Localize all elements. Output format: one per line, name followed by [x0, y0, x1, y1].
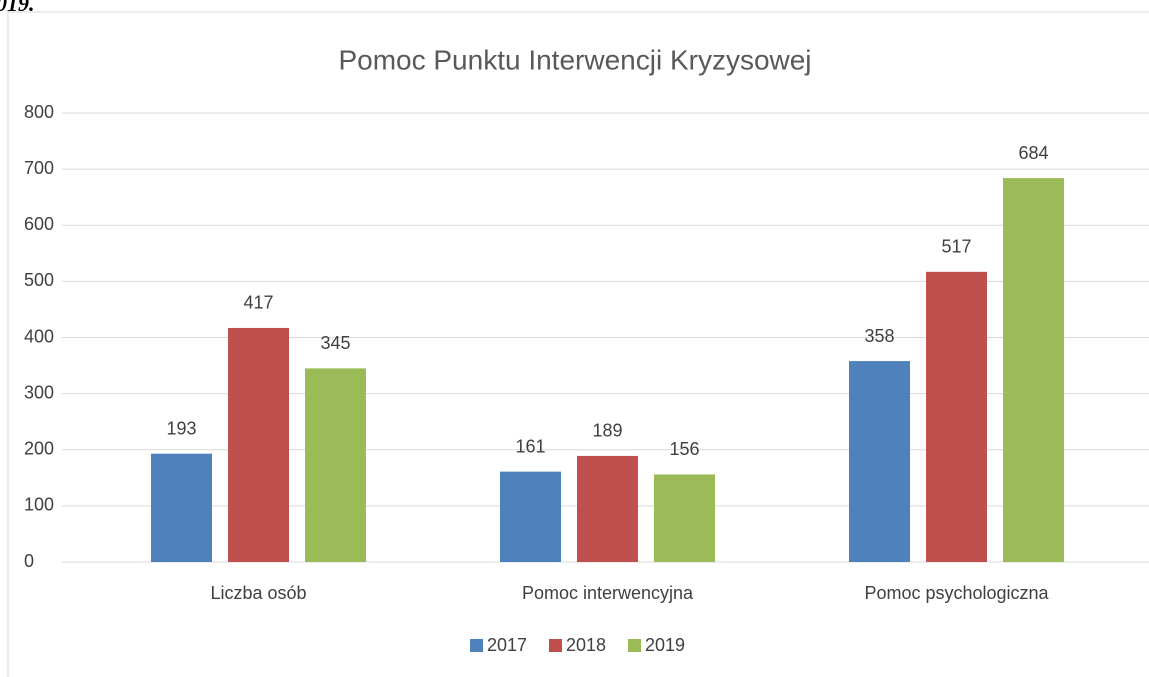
x-tick-label: Pomoc interwencyjna: [522, 583, 694, 603]
y-tick-label: 300: [24, 382, 54, 402]
data-label: 189: [592, 421, 622, 441]
data-label: 193: [166, 418, 196, 438]
y-tick-label: 700: [24, 158, 54, 178]
y-tick-label: 400: [24, 326, 54, 346]
chart-title: Pomoc Punktu Interwencji Kryzysowej: [338, 44, 811, 75]
x-tick-label: Liczba osób: [210, 583, 306, 603]
data-label: 358: [864, 326, 894, 346]
x-tick-label: Pomoc psychologiczna: [864, 583, 1049, 603]
bar: [926, 271, 987, 562]
legend-swatch: [628, 639, 641, 652]
bar: [1003, 178, 1064, 563]
data-label: 161: [515, 436, 545, 456]
y-tick-label: 0: [24, 551, 34, 571]
legend-swatch: [470, 639, 483, 652]
caption-fragment: 019.: [0, 0, 35, 16]
data-label: 517: [941, 237, 971, 257]
bar: [500, 471, 561, 562]
bar: [577, 455, 638, 562]
y-tick-label: 500: [24, 270, 54, 290]
y-tick-label: 800: [24, 102, 54, 122]
bar: [305, 368, 366, 562]
data-label: 684: [1018, 143, 1048, 163]
y-tick-label: 200: [24, 439, 54, 459]
data-label: 156: [669, 439, 699, 459]
legend-label: 2017: [487, 635, 527, 655]
data-label: 417: [243, 293, 273, 313]
y-tick-label: 600: [24, 214, 54, 234]
legend-label: 2019: [645, 635, 685, 655]
y-tick-label: 100: [24, 495, 54, 515]
data-label: 345: [320, 333, 350, 353]
bar: [151, 453, 212, 562]
legend-swatch: [549, 639, 562, 652]
bar: [654, 474, 715, 562]
legend-label: 2018: [566, 635, 606, 655]
bar: [849, 361, 910, 562]
bar: [228, 327, 289, 562]
